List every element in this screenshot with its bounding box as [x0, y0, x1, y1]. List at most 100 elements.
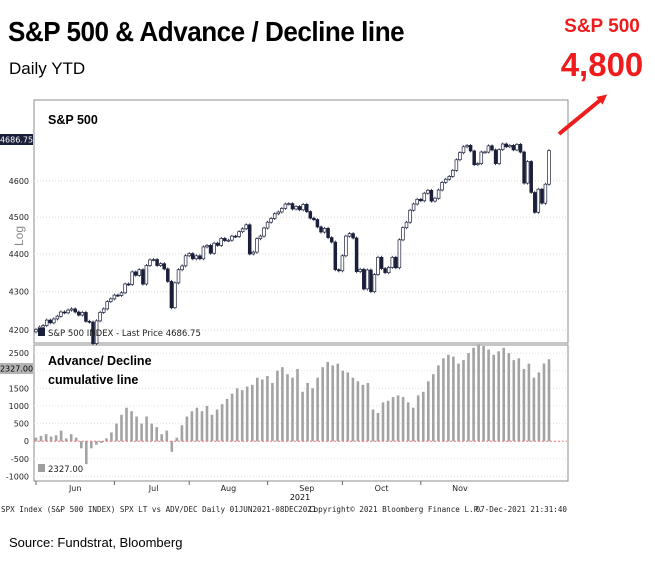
- candle-body: [369, 269, 373, 292]
- candle-body: [244, 224, 248, 230]
- candle: [347, 232, 352, 238]
- candle-body: [294, 206, 298, 210]
- candle-body: [198, 255, 202, 260]
- ad-tick-label: 0: [24, 437, 29, 446]
- price-panel: [33, 99, 569, 344]
- candle-body: [44, 319, 49, 326]
- candle-body: [319, 226, 323, 233]
- candle-body: [116, 294, 120, 297]
- candle-body: [251, 251, 256, 255]
- log-scale-label: Log: [12, 226, 26, 246]
- price-y-axis: 4200 4300 4400 4500 4600: [9, 177, 29, 335]
- candle-body: [305, 204, 309, 212]
- candle-body: [173, 282, 177, 309]
- candle: [162, 262, 166, 271]
- ad-bar: [276, 370, 279, 442]
- month-label: Nov: [452, 484, 468, 493]
- candle: [419, 197, 423, 203]
- ad-bar: [396, 395, 400, 442]
- candle: [504, 142, 509, 149]
- ad-bar: [416, 395, 420, 442]
- candle-body: [76, 311, 81, 316]
- candle-body: [433, 197, 437, 202]
- ad-bar: [110, 432, 113, 442]
- candle-body: [258, 235, 263, 240]
- candle-body: [94, 320, 99, 344]
- candle-body: [287, 203, 291, 205]
- ad-bar: [135, 416, 138, 442]
- candle-body: [500, 143, 505, 150]
- candle-body: [272, 213, 277, 219]
- candle-body: [458, 152, 462, 161]
- ad-bar: [105, 438, 108, 442]
- price-legend-text: S&P 500 INDEX - Last Price 4686.75: [48, 329, 201, 339]
- candle-body: [112, 294, 117, 300]
- candle: [116, 293, 120, 297]
- candle: [408, 208, 412, 224]
- ad-bar: [442, 358, 445, 442]
- candle-body: [162, 263, 166, 270]
- ad-bar: [537, 372, 541, 442]
- candle: [244, 223, 248, 231]
- ad-bar: [59, 430, 63, 442]
- candle-body: [255, 238, 259, 253]
- candle-body: [429, 189, 434, 202]
- candle: [383, 267, 387, 275]
- ad-bar: [271, 383, 274, 442]
- candle: [205, 243, 209, 249]
- candle-body: [119, 292, 124, 296]
- candle-body: [404, 221, 409, 229]
- chart-subtitle: Daily YTD: [9, 59, 86, 78]
- ad-tick-label: -500: [11, 455, 29, 464]
- candle: [123, 282, 127, 295]
- price-candles: [34, 142, 551, 346]
- candle-body: [276, 211, 281, 215]
- ad-bar: [140, 423, 143, 442]
- candle-body: [344, 235, 348, 257]
- ad-bar: [432, 374, 435, 442]
- candle-body: [240, 228, 245, 233]
- candle: [133, 270, 138, 277]
- ad-bar: [502, 347, 505, 442]
- ad-bar: [281, 367, 284, 442]
- ad-bar: [517, 358, 521, 442]
- candle-body: [105, 301, 109, 310]
- ad-bars: [34, 344, 551, 465]
- ad-bar: [195, 407, 199, 442]
- candle-body: [187, 253, 191, 257]
- ad-tick-label: 1000: [9, 402, 29, 411]
- price-tick-label: 4400: [9, 250, 29, 259]
- candle-body: [358, 268, 362, 272]
- ad-bar: [210, 414, 214, 442]
- candle: [369, 268, 373, 294]
- candle: [500, 142, 505, 151]
- candle: [280, 206, 284, 214]
- candle: [59, 310, 63, 318]
- candle-body: [84, 312, 88, 322]
- candle-body: [543, 183, 548, 204]
- candle: [312, 216, 316, 222]
- candle: [201, 245, 206, 261]
- ad-bar: [34, 437, 38, 442]
- ad-tick-label: -1000: [6, 473, 29, 482]
- candle-body: [290, 203, 295, 210]
- candle: [69, 307, 74, 312]
- candle-body: [372, 274, 377, 293]
- last-ad-tag-text: 2327.00: [0, 365, 33, 374]
- candle-body: [169, 281, 174, 309]
- candle: [141, 268, 145, 286]
- candle: [458, 151, 462, 162]
- candle-body: [354, 237, 359, 272]
- candle-body: [109, 298, 113, 302]
- candle-body: [73, 308, 77, 313]
- ad-tick-label: 500: [14, 420, 29, 429]
- candle-body: [312, 217, 316, 221]
- candle: [468, 144, 473, 153]
- candle: [283, 202, 288, 210]
- candle: [454, 158, 459, 172]
- candle: [73, 307, 77, 314]
- ad-bar: [261, 379, 264, 442]
- candle: [483, 150, 487, 154]
- candle-body: [151, 259, 156, 261]
- ad-bar: [336, 363, 340, 442]
